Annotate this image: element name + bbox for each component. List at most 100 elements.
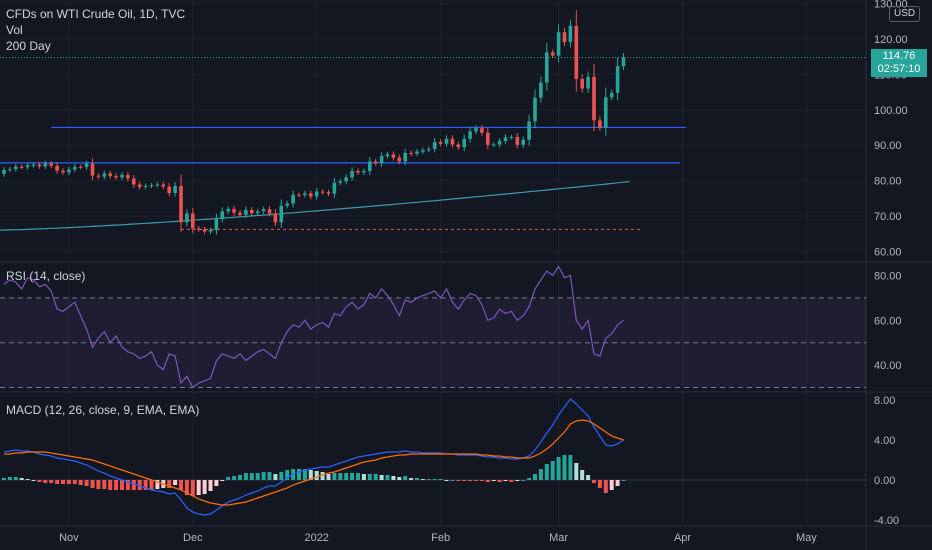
candle-body [114,175,118,178]
candle-body [303,193,307,196]
price-axis-label: 130.00 [874,0,908,11]
candle-body [550,52,555,56]
macd-histogram-bar [338,473,343,480]
macd-label[interactable]: MACD (12, 26, close, 9, EMA, EMA) [6,403,200,417]
symbol-title[interactable]: CFDs on WTI Crude Oil, 1D, TVC [6,7,186,21]
candle-body [432,141,437,150]
candle-body [326,192,331,194]
macd-histogram-bar [403,476,408,480]
candle-body [409,152,413,154]
macd-histogram-bar [214,480,219,486]
macd-histogram-bar [90,480,95,488]
candle-body [73,166,77,170]
candle-body [78,166,83,168]
ma200-line [0,181,630,231]
macd-histogram-bar [344,473,349,480]
macd-histogram-bar [261,472,266,480]
currency-badge[interactable]: USD [889,6,921,22]
candle-body [120,174,124,178]
rsi-label[interactable]: RSI (14, close) [6,269,86,283]
macd-histogram-bar [314,471,319,480]
candle-body [320,191,325,193]
last-price-badge: 114.76 02:57:10 [871,49,927,78]
macd-histogram-bar [255,473,260,480]
macd-histogram-bar [7,477,12,480]
candle-body [586,76,590,89]
bar-countdown: 02:57:10 [877,63,921,76]
vol-label[interactable]: Vol [6,23,23,37]
candle-body [19,166,24,168]
macd-axis-label: 8.00 [874,395,895,407]
candle-body [250,209,254,214]
candle-body [244,209,248,215]
candle-body [556,32,561,56]
macd-histogram-bar [66,480,71,484]
candle-body [474,128,478,132]
macd-histogram-bar [544,464,549,480]
candle-body [491,144,496,146]
rsi-line [3,265,624,389]
macd-histogram-bar [450,480,455,481]
candle-body [509,137,514,139]
macd-histogram-bar [391,476,396,480]
macd-histogram-bar [55,480,60,484]
candle-body [545,52,549,83]
macd-histogram-bar [238,475,242,480]
candle-body [314,191,319,197]
macd-histogram-bar [302,469,307,480]
candle-body [8,169,12,171]
candle-body [167,186,171,193]
macd-histogram-bar [397,477,402,480]
ma-label[interactable]: 200 Day [6,39,51,53]
macd-histogram-bar [479,480,484,481]
candle-body [137,184,142,187]
candle-body [309,193,313,197]
macd-axis-label: -4.00 [874,515,899,527]
macd-histogram-bar [243,473,248,480]
macd-histogram-bar [125,480,130,490]
macd-histogram-bar [179,480,183,490]
macd-histogram-bar [485,480,490,482]
candle-body [25,165,30,168]
signal-line [4,419,624,506]
macd-histogram-bar [196,480,201,495]
price-axis-label: 70.00 [874,211,902,223]
candle-body [273,213,278,223]
candle-body [486,132,490,145]
macd-histogram-bar [326,474,331,480]
candle-body [592,76,596,121]
macd-histogram-bar [273,474,278,480]
candle-body [580,78,584,89]
price-axis-label: 60.00 [874,246,902,258]
price-axis-label: 80.00 [874,176,902,188]
rsi-legend: RSI (14, close) [6,268,85,284]
candle-body [14,166,18,170]
candle-body [373,161,378,164]
candle-body [527,121,531,140]
candle-body [421,150,425,152]
candle-body [385,154,390,157]
macd-histogram-bar [385,475,390,480]
macd-histogram-bar [2,478,6,480]
candle-body [356,171,360,173]
macd-histogram-bar [173,480,178,485]
macd-histogram-bar [379,475,384,480]
candle-body [574,25,579,79]
macd-histogram-bar [149,480,154,490]
candle-body [279,205,284,223]
candle-body [55,165,59,171]
macd-histogram-bar [420,479,425,480]
macd-histogram-bar [609,480,614,490]
candle-body [161,184,166,187]
x-tick-label: Dec [183,532,203,544]
macd-histogram-bar [25,479,30,480]
candle-body [267,209,272,214]
rsi-axis-label: 40.00 [874,360,902,372]
candle-body [143,185,148,187]
macd-histogram-bar [444,480,449,481]
macd-histogram-bar [426,479,431,480]
candle-body [415,151,419,154]
candle-body [521,139,525,145]
candle-body [31,164,36,166]
